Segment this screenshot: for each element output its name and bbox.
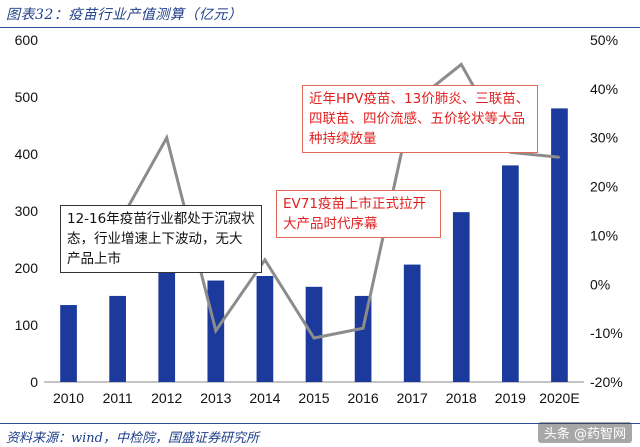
y-right-tick-label: -20% bbox=[590, 374, 623, 390]
y-left-tick-label: 300 bbox=[15, 203, 39, 219]
x-tick-label: 2016 bbox=[348, 390, 379, 406]
y-right-tick-label: -10% bbox=[590, 325, 623, 341]
annotation-stagnation: 12-16年疫苗行业都处于沉寂状态，行业增速上下波动，无大产品上市 bbox=[60, 205, 262, 273]
source-note: 资料来源：wind，中检院，国盛证券研究所 bbox=[6, 431, 259, 446]
figure-title: 图表32：疫苗行业产值测算（亿元） bbox=[6, 7, 243, 23]
y-left-tick-label: 500 bbox=[15, 89, 39, 105]
bar-2020E bbox=[551, 108, 568, 383]
bar-series bbox=[60, 108, 568, 383]
x-tick-label: 2019 bbox=[495, 390, 526, 406]
y-right-tick-label: 40% bbox=[590, 81, 618, 97]
x-tick-label: 2012 bbox=[151, 390, 182, 406]
y-left-tick-label: 100 bbox=[15, 317, 39, 333]
growth-point-2012 bbox=[165, 136, 168, 139]
growth-point-2016 bbox=[362, 327, 364, 330]
footer-divider bbox=[0, 423, 640, 424]
x-tick-label: 2017 bbox=[397, 390, 428, 406]
bar-2016 bbox=[354, 295, 372, 382]
x-tick-label: 2018 bbox=[446, 390, 477, 406]
bar-2014 bbox=[256, 275, 274, 382]
bar-2015 bbox=[305, 286, 323, 382]
watermark: 头条 @药智网 bbox=[537, 422, 632, 443]
title-divider bbox=[0, 27, 640, 28]
bar-2018 bbox=[452, 212, 470, 382]
x-tick-label: 2014 bbox=[249, 390, 280, 406]
growth-point-2015 bbox=[313, 337, 315, 339]
y-left-tick-label: 0 bbox=[30, 374, 38, 390]
growth-point-2020E bbox=[558, 156, 561, 159]
y-right-tick-label: 10% bbox=[590, 227, 618, 243]
bar-2010 bbox=[60, 305, 77, 382]
bar-2019 bbox=[502, 165, 519, 382]
growth-point-2014 bbox=[264, 259, 266, 261]
x-tick-label: 2011 bbox=[103, 390, 133, 406]
x-tick-label: 2013 bbox=[200, 390, 231, 406]
y-right-tick-label: 20% bbox=[590, 179, 618, 195]
tick-labels: 0 100 200 300 400 500 600 -20% -10% 0% 10% 20% 30% 40… bbox=[15, 32, 623, 406]
y-right-tick-label: 50% bbox=[590, 32, 618, 48]
x-tick-label: 2020E bbox=[539, 390, 579, 406]
bar-2017 bbox=[403, 264, 421, 382]
growth-point-2018 bbox=[460, 63, 463, 66]
x-tick-label: 2010 bbox=[53, 390, 84, 406]
y-right-tick-label: 0% bbox=[590, 276, 610, 292]
bar-2011 bbox=[109, 295, 126, 382]
y-left-tick-label: 200 bbox=[15, 260, 39, 276]
annotation-big-products: 近年HPV疫苗、13价肺炎、三联苗、四联苗、四价流感、五价轮状等大品种持续放量 bbox=[302, 85, 538, 153]
y-left-tick-label: 600 bbox=[15, 32, 39, 48]
y-left-tick-label: 400 bbox=[15, 146, 39, 162]
bar-2012 bbox=[158, 269, 176, 382]
annotation-ev71: EV71疫苗上市正式拉开大产品时代序幕 bbox=[276, 190, 441, 238]
growth-point-2013 bbox=[215, 329, 217, 332]
y-right-tick-label: 30% bbox=[590, 130, 618, 146]
x-tick-label: 2015 bbox=[298, 390, 329, 406]
